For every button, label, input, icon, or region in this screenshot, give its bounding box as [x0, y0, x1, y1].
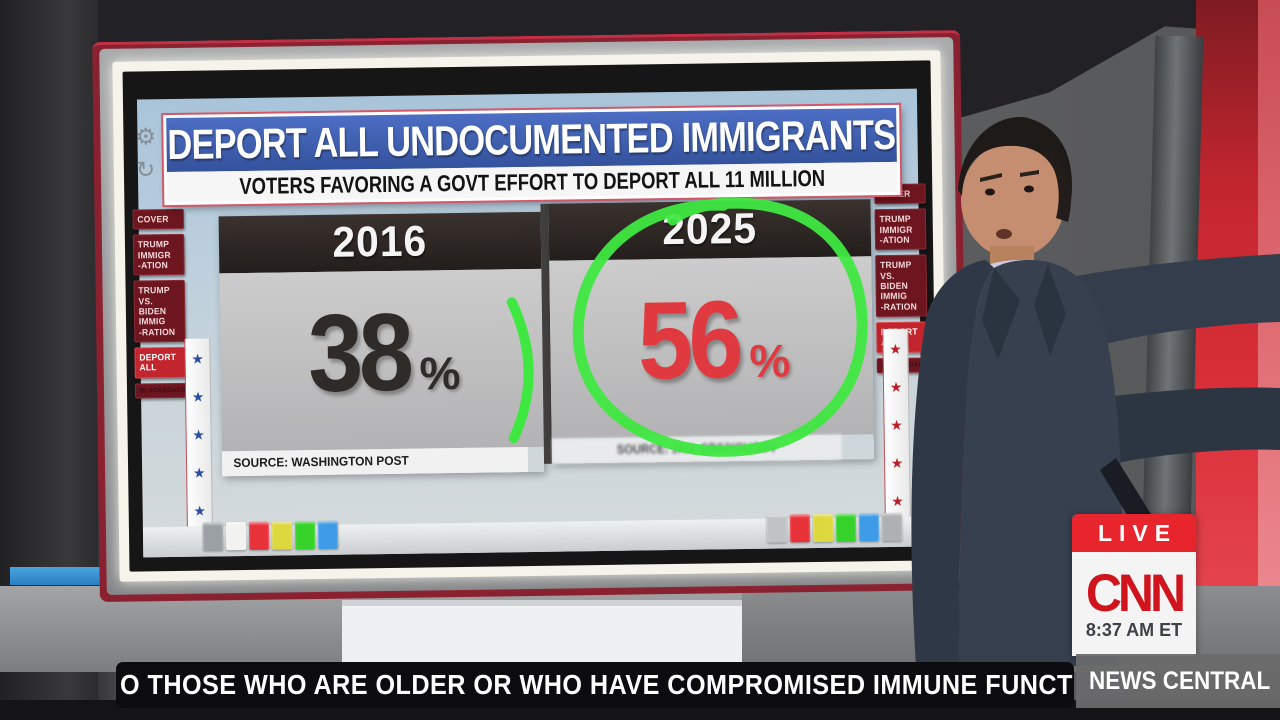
presenter-eye: [985, 188, 995, 196]
studio-equipment-blue-strip: [10, 567, 120, 585]
presenter-mouth: [996, 229, 1012, 239]
presenter-silhouette: [911, 117, 1280, 666]
panel-year-header: 2025: [548, 199, 872, 261]
smartboard: ⚙ ↻ DEPORT ALL UNDOCUMENTED IMMIGRANTS V…: [92, 29, 968, 603]
refresh-icon[interactable]: ↻: [135, 156, 156, 183]
marker-button-red[interactable]: [248, 521, 270, 550]
tab-trump-vs-biden-immigration[interactable]: TRUMP VS. BIDEN IMMIG -RATION: [133, 280, 186, 343]
star-icon: ★: [193, 502, 207, 519]
ticker-text: O THOSE WHO ARE OLDER OR WHO HAVE COMPRO…: [120, 669, 1074, 700]
presenter: [898, 98, 1280, 666]
cnn-bug: LIVE CNN 8:37 AM ET: [1072, 514, 1196, 656]
rail-tabs-left: COVER TRUMP IMMIGR -ATION TRUMP VS. BIDE…: [132, 208, 189, 399]
panel-year: 2016: [332, 217, 428, 267]
presenter-hair-side: [1044, 148, 1072, 222]
percent-sign: %: [419, 346, 461, 400]
presenter-lapel: [1034, 264, 1066, 356]
cnn-logo-box: CNN 8:37 AM ET: [1072, 552, 1196, 656]
tab-deport-all[interactable]: DEPORT ALL: [134, 346, 187, 379]
star-icon: ★: [192, 426, 206, 443]
poll-value-2025: 56: [637, 278, 741, 403]
eraser-button[interactable]: [766, 514, 788, 543]
marker-button-yellow[interactable]: [271, 521, 293, 550]
headline-banner: DEPORT ALL UNDOCUMENTED IMMIGRANTS VOTER…: [163, 104, 901, 206]
star-icon: ★: [191, 350, 204, 367]
presenter-hair: [958, 117, 1072, 204]
marker-button-white[interactable]: [225, 521, 247, 551]
studio-red-column-highlight: [1258, 0, 1280, 662]
marker-group-left: [202, 520, 339, 551]
marker-button-green[interactable]: [294, 521, 316, 550]
presenter-lapel: [982, 268, 1020, 360]
cnn-logo: CNN: [1085, 563, 1186, 622]
marker-button-green[interactable]: [835, 513, 857, 542]
whiteboard-tools: ⚙ ↻: [135, 123, 162, 183]
tab-cover[interactable]: COVER: [132, 208, 185, 230]
gear-icon[interactable]: ⚙: [135, 123, 157, 150]
panel-year: 2025: [662, 204, 758, 255]
live-badge: LIVE: [1072, 514, 1196, 552]
star-icon: ★: [191, 388, 205, 405]
marker-button-red[interactable]: [789, 514, 811, 543]
studio-pedestal: [342, 600, 742, 674]
page-subtitle: VOTERS FAVORING A GOVT EFFORT TO DEPORT …: [239, 164, 826, 199]
page-title: DEPORT ALL UNDOCUMENTED IMMIGRANTS: [167, 110, 896, 169]
presenter-brow: [1020, 170, 1039, 177]
show-title: NEWS CENTRAL: [1089, 666, 1271, 695]
panel-value-area: 56%: [549, 256, 874, 439]
star-strip-left: ★ ★ ★ ★ ★: [184, 338, 213, 527]
marker-group-right: [766, 512, 903, 543]
marker-button-blue[interactable]: [317, 520, 339, 549]
show-title-badge: NEWS CENTRAL: [1076, 654, 1280, 708]
percent-sign: %: [749, 334, 791, 387]
eraser-button[interactable]: [202, 522, 224, 551]
smartboard-screen[interactable]: ⚙ ↻ DEPORT ALL UNDOCUMENTED IMMIGRANTS V…: [132, 88, 929, 558]
presenter-extended-arm: [1066, 254, 1280, 350]
marker-button-blue[interactable]: [858, 513, 880, 542]
source-label-obscured: SOURCE: JAN. CBS/YOUGOV: [551, 434, 842, 464]
presenter-jacket-left: [911, 260, 994, 666]
tab-blackboard[interactable]: BLACKBOARD: [134, 382, 187, 399]
presenter-eye: [1024, 185, 1034, 193]
marker-button-yellow[interactable]: [812, 513, 834, 543]
panel-year-header: 2016: [218, 211, 542, 274]
poll-panel-2025: 2025 56% SOURCE: JAN. CBS/YOUGOV: [548, 199, 874, 464]
poll-value-2016: 38: [307, 290, 411, 416]
poll-panel-2016: 2016 38% SOURCE: WASHINGTON POST: [218, 211, 545, 477]
timestamp: 8:37 AM ET: [1085, 619, 1183, 640]
panel-value-area: 38%: [219, 268, 544, 452]
star-icon: ★: [192, 464, 206, 481]
presenter-brow: [980, 173, 1002, 182]
source-label: SOURCE: WASHINGTON POST: [221, 447, 529, 477]
tab-trump-immigration[interactable]: TRUMP IMMIGR -ATION: [132, 234, 185, 276]
presenter-lower-arm: [1098, 387, 1280, 464]
news-ticker: O THOSE WHO ARE OLDER OR WHO HAVE COMPRO…: [116, 662, 1074, 708]
